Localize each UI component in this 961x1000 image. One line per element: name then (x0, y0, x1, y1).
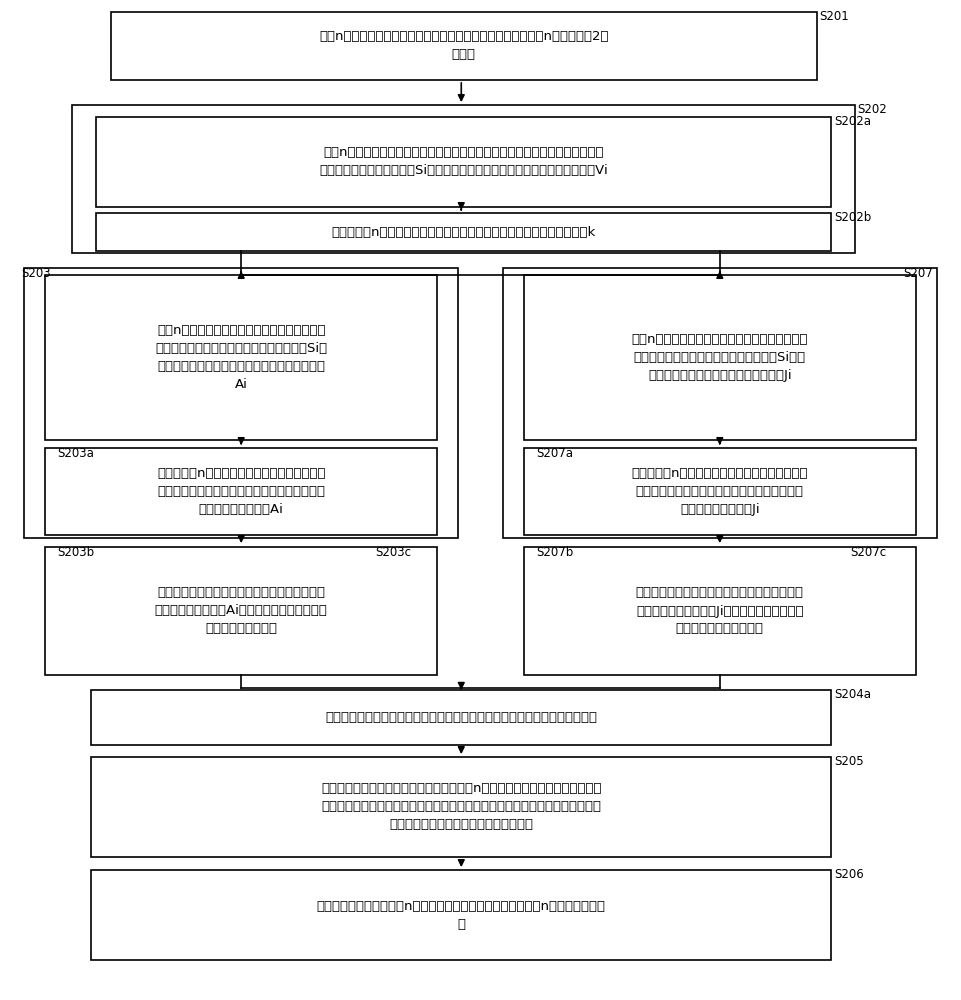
Text: 输入n轴机器人中每个轴预设的动态特性物理量的最大值条件，n为大于等于2的
自然数: 输入n轴机器人中每个轴预设的动态特性物理量的最大值条件，n为大于等于2的 自然数 (319, 30, 608, 61)
Text: S203c: S203c (375, 546, 410, 559)
Text: S203b: S203b (58, 546, 95, 559)
Bar (72, 105, 855, 253)
Text: S203: S203 (21, 267, 51, 280)
Text: 根据已确定的最大第二比值所对应的轴预设的所
能达到的最大加加速度Ji，按照位移比例确定基
准轴实际的最大加加速度: 根据已确定的最大第二比值所对应的轴预设的所 能达到的最大加加速度Ji，按照位移比… (636, 586, 803, 636)
Bar (45, 448, 437, 535)
Text: 根据基准轴的速度规划和n轴机器人中剩余轴的速度规划，控制n轴机器人平稳运
动: 根据基准轴的速度规划和n轴机器人中剩余轴的速度规划，控制n轴机器人平稳运 动 (317, 900, 605, 930)
Text: S207a: S207a (536, 447, 574, 460)
Bar (45, 275, 437, 440)
Text: S207c: S207c (850, 546, 887, 559)
Text: 根据基准轴实际的最大加速度和实际的最大加加速度，确定基准轴的速度规划: 根据基准轴实际的最大加速度和实际的最大加加速度，确定基准轴的速度规划 (325, 711, 598, 724)
Bar (45, 547, 437, 675)
Text: 选取计算的n轴机器人中每个轴的运动时间中运动时间最大的轴为基准轴k: 选取计算的n轴机器人中每个轴的运动时间中运动时间最大的轴为基准轴k (332, 226, 596, 238)
Text: 计算n轴机器人中每个轴的运动时间，其中，每个轴的运动时间等于每个轴预设
的从起点到终点的最大位移Si的绝对值除以每个轴预设的所能达到的最大速度Vi: 计算n轴机器人中每个轴的运动时间，其中，每个轴的运动时间等于每个轴预设 的从起点… (319, 146, 608, 177)
Bar (524, 547, 916, 675)
Text: S202: S202 (857, 103, 887, 116)
Bar (91, 690, 831, 745)
Text: 计算n轴机器人中每个轴的第二比值，第二比值等
于每个轴预设的从起点到终点的最大位移Si除以
每个轴预设的所能达到的最大加加速度Ji: 计算n轴机器人中每个轴的第二比值，第二比值等 于每个轴预设的从起点到终点的最大位… (631, 333, 808, 382)
Text: 根据计算的n轴机器人中每个轴的第二比值，确定
第二比值中最大第二比值所对应的轴预设的所能
达到的最大加加速度Ji: 根据计算的n轴机器人中每个轴的第二比值，确定 第二比值中最大第二比值所对应的轴预… (631, 467, 808, 516)
Bar (96, 117, 831, 207)
Text: S204a: S204a (834, 688, 872, 701)
Text: S203a: S203a (58, 447, 94, 460)
Bar (91, 870, 831, 960)
Bar (24, 268, 458, 538)
Bar (503, 268, 937, 538)
Bar (524, 275, 916, 440)
Text: 根据计算的n轴机器人中每个轴的第一比值，确
定第一比值中最大第一比值所对应的轴预设的所
能达到的最大加速度Ai: 根据计算的n轴机器人中每个轴的第一比值，确 定第一比值中最大第一比值所对应的轴预… (157, 467, 326, 516)
Bar (96, 213, 831, 251)
Text: S206: S206 (834, 868, 864, 881)
Text: 计算n轴机器人中每个轴的第一比值，第一比值
等于每个轴预设的从起点到终点的最大位移Si的
绝对值除以每个轴预设的所能达到的最大加速度
Ai: 计算n轴机器人中每个轴的第一比值，第一比值 等于每个轴预设的从起点到终点的最大位… (155, 324, 328, 391)
Text: S207b: S207b (536, 546, 574, 559)
Bar (111, 12, 817, 80)
Bar (524, 448, 916, 535)
Text: S202a: S202a (834, 115, 872, 128)
Text: S207: S207 (903, 267, 933, 280)
Text: S202b: S202b (834, 211, 872, 224)
Text: S201: S201 (819, 10, 849, 23)
Bar (91, 757, 831, 857)
Text: 根据基准轴的速度规划，按照位移比例确定n轴机器人中剩余轴的速度规划，位
移比例是指基准轴与剩余轴的动态特性物理量之间的比值等于基准轴与剩余轴预
设的从起点到终点: 根据基准轴的速度规划，按照位移比例确定n轴机器人中剩余轴的速度规划，位 移比例是… (321, 782, 602, 832)
Text: S205: S205 (834, 755, 864, 768)
Text: 根据已确定的最大第一比值所对应的轴预设的所
能达到的最大加速度Ai，按照位移比例确定基准
轴实际的最大加速度: 根据已确定的最大第一比值所对应的轴预设的所 能达到的最大加速度Ai，按照位移比例… (155, 586, 328, 636)
